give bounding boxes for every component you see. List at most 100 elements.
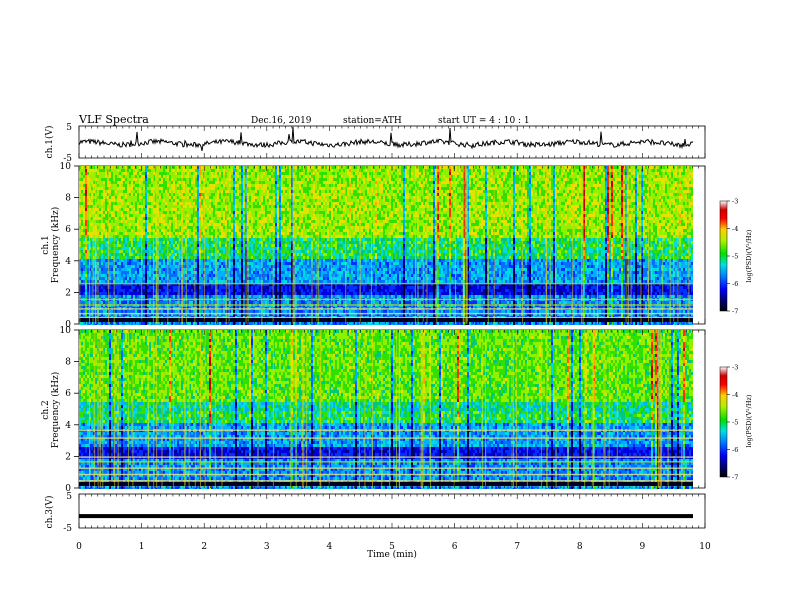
spectrogram-cell xyxy=(249,172,251,175)
spectrogram-cell xyxy=(123,175,125,178)
spectrogram-cell xyxy=(253,262,255,265)
spectrogram-cell xyxy=(85,253,87,256)
spectrogram-cell xyxy=(191,214,193,217)
spectrogram-cell xyxy=(99,289,101,292)
spectrogram-cell xyxy=(131,208,133,211)
spectrogram-cell xyxy=(221,244,223,247)
spectrogram-cell xyxy=(175,166,177,169)
spectrogram-cell xyxy=(127,235,129,238)
spectrogram-cell xyxy=(199,295,201,298)
spectrogram-cell xyxy=(159,223,161,226)
spectrogram-cell xyxy=(253,214,255,217)
spectrogram-cell xyxy=(169,259,171,262)
spectrogram-cell xyxy=(183,226,185,229)
spectrogram-cell xyxy=(99,229,101,232)
spectrogram-cell xyxy=(237,271,239,274)
spectrogram-cell xyxy=(105,172,107,175)
spectrogram-cell xyxy=(235,214,237,217)
spectrogram-cell xyxy=(219,280,221,283)
spectrogram-cell xyxy=(209,268,211,271)
spectrogram-cell xyxy=(191,205,193,208)
spectrogram-cell xyxy=(183,265,185,268)
spectrogram-cell xyxy=(205,274,207,277)
spectrogram-cell xyxy=(163,169,165,172)
spectrogram-cell xyxy=(257,274,259,277)
spectrogram-cell xyxy=(189,220,191,223)
spectrogram-cell xyxy=(223,322,225,325)
spectrogram-cell xyxy=(199,202,201,205)
spectrogram-cell xyxy=(163,211,165,214)
spectrogram-cell xyxy=(191,295,193,298)
spectrogram-cell xyxy=(159,310,161,313)
spectrogram-cell xyxy=(163,286,165,289)
spectrogram-cell xyxy=(127,301,129,304)
spectrogram-cell xyxy=(213,295,215,298)
spectrogram-cell xyxy=(187,280,189,283)
spectrogram-cell xyxy=(81,208,83,211)
spectrogram-cell xyxy=(99,175,101,178)
spectrogram-cell xyxy=(151,199,153,202)
spectrogram-cell xyxy=(137,205,139,208)
spectrogram-cell xyxy=(133,238,135,241)
spectrogram-cell xyxy=(129,262,131,265)
spectrogram-cell xyxy=(191,274,193,277)
spectrogram-cell xyxy=(103,208,105,211)
spectrogram-cell xyxy=(251,241,253,244)
spectrogram-cell xyxy=(99,190,101,193)
spectrogram-cell xyxy=(241,190,243,193)
spectrogram-cell xyxy=(99,286,101,289)
spectrogram-cell xyxy=(243,289,245,292)
spectrogram-cell xyxy=(199,172,201,175)
spectrogram-cell xyxy=(83,226,85,229)
spectrogram-cell xyxy=(171,181,173,184)
spectrogram-cell xyxy=(249,211,251,214)
spectrogram-cell xyxy=(111,172,113,175)
spectrogram-cell xyxy=(221,235,223,238)
spectrogram-cell xyxy=(133,253,135,256)
spectrogram-cell xyxy=(211,310,213,313)
spectrogram-cell xyxy=(183,214,185,217)
spectrogram-cell xyxy=(119,172,121,175)
spectrogram-cell xyxy=(265,196,267,199)
spectrogram-cell xyxy=(233,280,235,283)
spectrogram-cell xyxy=(139,277,141,280)
spectrogram-cell xyxy=(165,220,167,223)
spectrogram-cell xyxy=(115,232,117,235)
spectrogram-cell xyxy=(209,292,211,295)
spectrogram-cell xyxy=(83,202,85,205)
spectrogram-cell xyxy=(119,175,121,178)
spectrogram-cell xyxy=(121,280,123,283)
spectrogram-cell xyxy=(105,232,107,235)
spectrogram-cell xyxy=(123,190,125,193)
spectrogram-cell xyxy=(105,244,107,247)
spectrogram-cell xyxy=(119,265,121,268)
spectrogram-cell xyxy=(219,223,221,226)
spectrogram-cell xyxy=(105,268,107,271)
spectrogram-cell xyxy=(199,232,201,235)
spectrogram-cell xyxy=(249,223,251,226)
spectrogram-cell xyxy=(133,190,135,193)
spectrogram-cell xyxy=(109,292,111,295)
spectrogram-cell xyxy=(151,172,153,175)
spectrogram-cell xyxy=(139,220,141,223)
spectrogram-cell xyxy=(223,184,225,187)
spectrogram-cell xyxy=(117,244,119,247)
spectrogram-cell xyxy=(115,196,117,199)
spectrogram-cell xyxy=(105,259,107,262)
spectrogram-cell xyxy=(109,259,111,262)
spectrogram-cell xyxy=(183,235,185,238)
spectrogram-cell xyxy=(223,265,225,268)
spectrogram-cell xyxy=(205,214,207,217)
spectrogram-cell xyxy=(129,172,131,175)
spectrogram-cell xyxy=(187,190,189,193)
spectrogram-cell xyxy=(105,178,107,181)
spectrogram-cell xyxy=(169,184,171,187)
spectrogram-cell xyxy=(129,292,131,295)
spectrogram-cell xyxy=(213,181,215,184)
spectrogram-cell xyxy=(249,166,251,169)
spectrogram-cell xyxy=(191,181,193,184)
spectrogram-cell xyxy=(119,262,121,265)
spectrogram-cell xyxy=(105,292,107,295)
spectrogram-cell xyxy=(85,301,87,304)
spectrogram-cell xyxy=(175,187,177,190)
